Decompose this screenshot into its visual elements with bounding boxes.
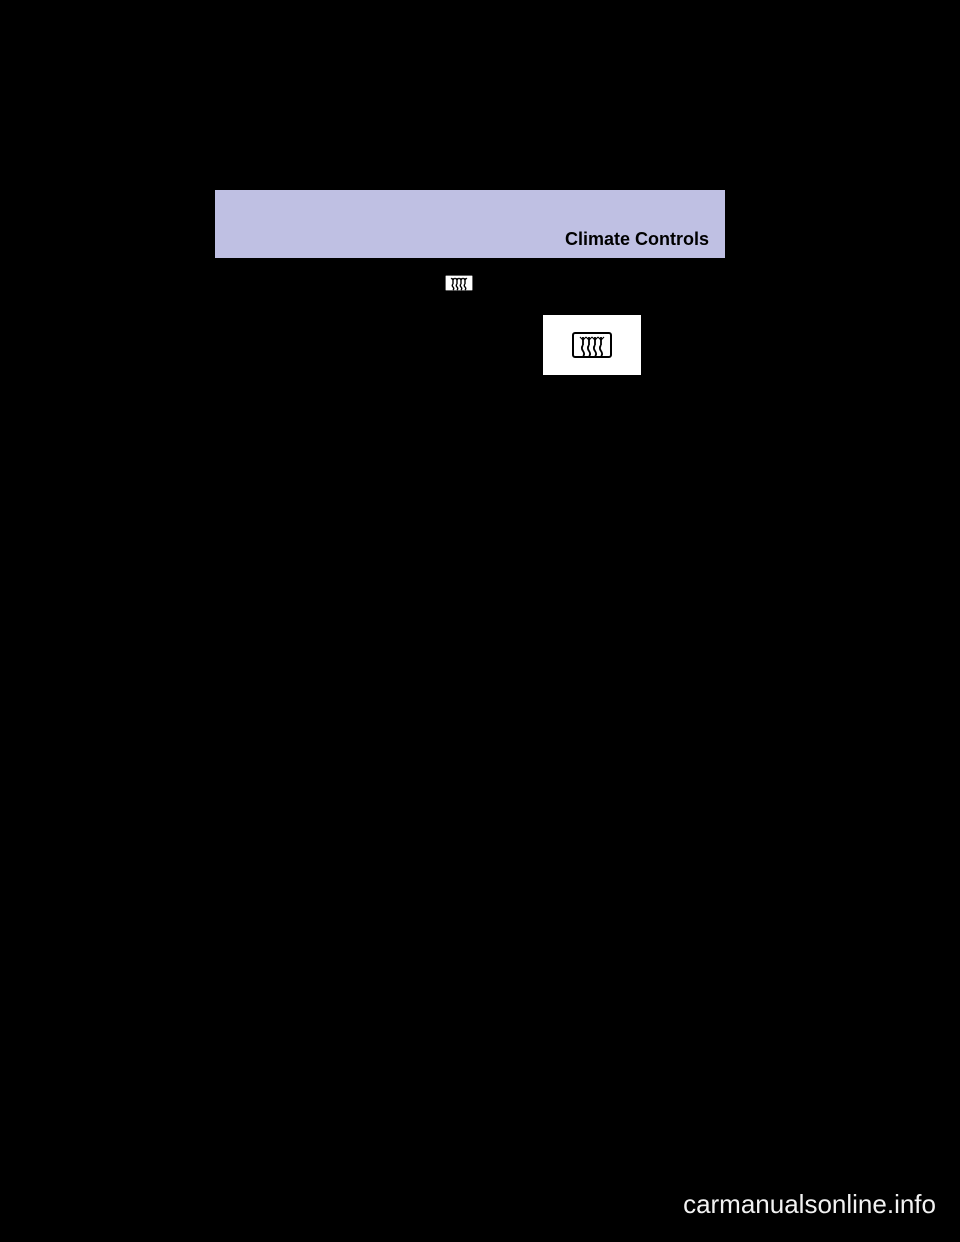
- page-title: Climate Controls: [565, 229, 709, 250]
- watermark-text: carmanualsonline.info: [683, 1189, 936, 1220]
- rear-defrost-button-icon: [572, 332, 612, 358]
- rear-defrost-icon: [445, 275, 473, 291]
- rear-defrost-button[interactable]: [540, 312, 644, 378]
- header-banner: Climate Controls: [215, 190, 725, 258]
